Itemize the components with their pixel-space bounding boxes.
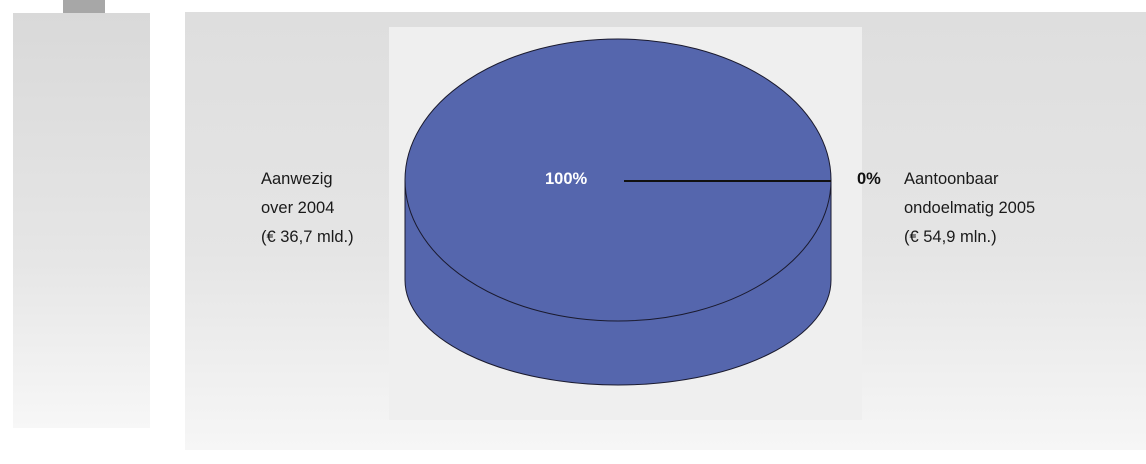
sidebar-panel [13, 13, 150, 428]
data-label-100: 100% [545, 170, 588, 188]
slice-label-line: ondoelmatig 2005 [904, 199, 1036, 217]
data-label-0: 0% [857, 170, 881, 188]
slice-label-ondoelmatig: Aantoonbaar ondoelmatig 2005 (€ 54,9 mln… [904, 165, 1035, 252]
slice-label-aanwezig: Aanwezig over 2004 (€ 36,7 mld.) [261, 165, 354, 252]
sidebar-tab [63, 0, 105, 13]
slice-label-line: Aantoonbaar [904, 170, 999, 188]
slice-label-line: (€ 36,7 mld.) [261, 228, 354, 246]
slice-label-line: (€ 54,9 mln.) [904, 228, 997, 246]
slice-label-line: over 2004 [261, 199, 335, 217]
slice-label-line: Aanwezig [261, 170, 333, 188]
